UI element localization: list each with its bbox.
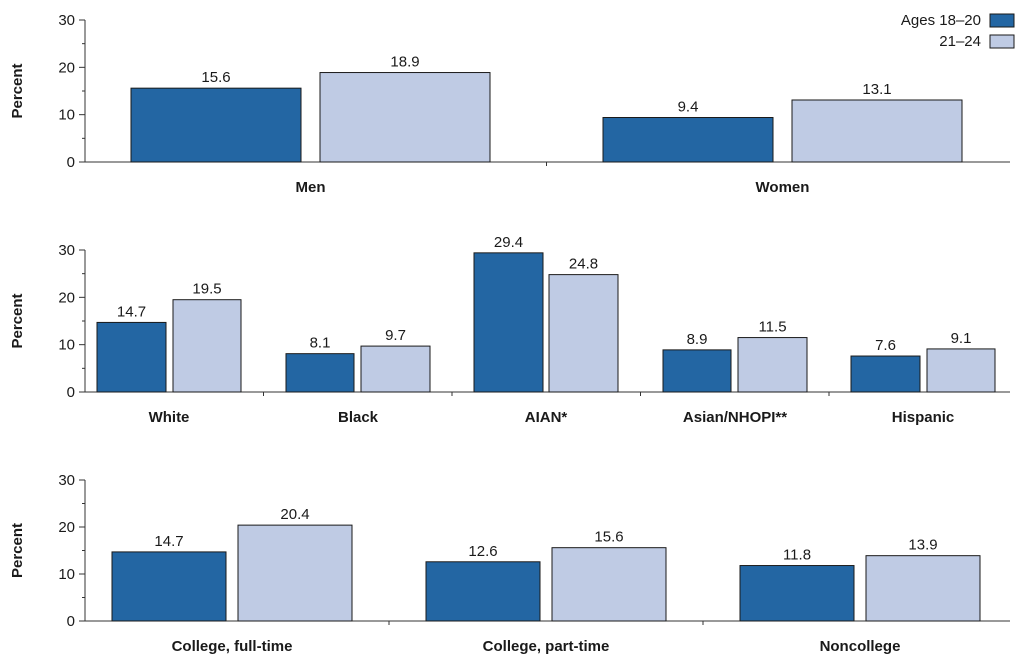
chart-panel-0: 0 10 20 30 Percent 15.6 18.9 Men 9.4 13.1 Women <box>9 12 1010 196</box>
bar <box>237 524 353 622</box>
y-tick-label: 30 <box>58 12 75 29</box>
category-label: Noncollege <box>820 638 901 655</box>
bar-value-label: 13.1 <box>862 81 891 98</box>
bar <box>285 353 355 393</box>
y-tick-label: 0 <box>67 613 75 630</box>
bar <box>111 551 227 622</box>
y-tick-label: 10 <box>58 337 75 354</box>
bar <box>360 345 431 393</box>
bar-value-label: 15.6 <box>201 69 230 86</box>
bar <box>172 299 242 393</box>
y-axis-title: Percent <box>9 63 26 118</box>
bar-value-label: 11.5 <box>758 319 786 336</box>
bar-value-label: 14.7 <box>154 533 183 550</box>
category-label: Men <box>296 179 326 196</box>
bar-value-label: 9.7 <box>385 327 406 344</box>
y-tick-label: 20 <box>58 519 75 536</box>
bar <box>737 337 808 393</box>
legend-label: Ages 18–20 <box>901 12 981 29</box>
bar <box>602 117 774 163</box>
bar-value-label: 20.4 <box>280 506 309 523</box>
bar <box>865 555 981 622</box>
y-axis-title: Percent <box>9 523 26 578</box>
y-tick-label: 30 <box>58 472 75 489</box>
y-tick-label: 0 <box>67 384 75 401</box>
bar <box>739 565 855 622</box>
chart-panel-1: 0 10 20 30 Percent 14.7 19.5 White 8.1 9.7 Black 29… <box>9 234 1010 426</box>
category-label: White <box>149 409 190 426</box>
category-label: Hispanic <box>892 409 955 426</box>
category-label: College, part-time <box>483 638 610 655</box>
legend-swatch <box>989 34 1015 49</box>
legend: Ages 18–20 21–24 <box>901 12 1015 50</box>
bar-value-label: 11.8 <box>783 547 811 564</box>
bar-value-label: 12.6 <box>468 543 497 560</box>
bar-value-label: 9.4 <box>678 99 699 116</box>
bar <box>130 87 302 163</box>
bar-value-label: 13.9 <box>908 537 937 554</box>
y-tick-label: 10 <box>58 566 75 583</box>
bar-value-label: 29.4 <box>494 234 523 251</box>
y-axis-title: Percent <box>9 293 26 348</box>
bar <box>662 349 732 393</box>
bar-value-label: 9.1 <box>951 330 972 347</box>
legend-label: 21–24 <box>939 33 981 50</box>
category-label: Black <box>338 409 379 426</box>
bar <box>551 547 667 622</box>
bar <box>473 252 544 393</box>
bar <box>791 99 963 163</box>
bar <box>319 72 491 163</box>
bar-value-label: 14.7 <box>117 303 146 320</box>
bar <box>96 321 167 393</box>
bar <box>850 355 921 393</box>
category-label: AIAN* <box>525 409 568 426</box>
chart-panel-2: 0 10 20 30 Percent 14.7 20.4 College, full-time… <box>9 472 1010 655</box>
category-label: College, full-time <box>172 638 293 655</box>
bar <box>425 561 541 622</box>
bar <box>926 348 996 393</box>
bar-value-label: 7.6 <box>875 337 896 354</box>
bar-value-label: 24.8 <box>569 256 598 273</box>
y-tick-label: 10 <box>58 107 75 124</box>
category-label: Women <box>756 179 810 196</box>
y-tick-label: 20 <box>58 289 75 306</box>
bar-value-label: 8.9 <box>687 331 708 348</box>
bar-value-label: 15.6 <box>594 529 623 546</box>
y-tick-label: 30 <box>58 242 75 259</box>
bar <box>548 274 619 393</box>
y-tick-label: 0 <box>67 154 75 171</box>
bar-value-label: 8.1 <box>310 335 331 352</box>
y-tick-label: 20 <box>58 59 75 76</box>
category-label: Asian/NHOPI** <box>683 409 787 426</box>
legend-swatch <box>989 13 1015 28</box>
bar-value-label: 19.5 <box>192 281 221 298</box>
bar-value-label: 18.9 <box>390 54 419 71</box>
